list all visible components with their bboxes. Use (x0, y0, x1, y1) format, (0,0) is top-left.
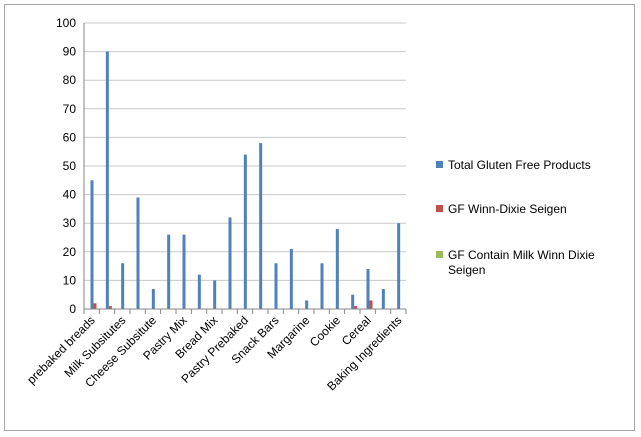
bar-series-1 (320, 263, 324, 309)
axes (83, 23, 407, 314)
bar-series-1 (105, 51, 109, 309)
bar-series-1 (305, 300, 309, 309)
bar-series-1 (366, 268, 370, 309)
bar-series-2 (354, 306, 358, 309)
chart-frame (4, 4, 635, 431)
y-tick-label: 80 (63, 73, 77, 87)
bar-series-1 (259, 143, 263, 309)
bar-series-1 (182, 234, 186, 309)
y-tick-label: 70 (63, 102, 77, 116)
bar-series-1 (289, 248, 293, 309)
legend-swatch (436, 251, 443, 258)
legend-label: GF Winn-Dixie Seigen (448, 202, 567, 216)
bar-series-1 (397, 223, 401, 309)
bars (90, 51, 401, 309)
bar-series-1 (335, 228, 339, 309)
bar-series-1 (213, 280, 217, 309)
y-tick-label: 0 (69, 302, 76, 316)
bar-series-1 (274, 263, 278, 309)
bar-series-1 (243, 154, 247, 309)
y-tick-label: 20 (63, 245, 77, 259)
bar-series-1 (90, 180, 94, 309)
bar-series-1 (351, 294, 355, 309)
y-tick-label: 50 (63, 159, 77, 173)
y-tick-label: 30 (63, 216, 77, 230)
bar-series-2 (108, 306, 112, 309)
bar-series-1 (228, 217, 232, 309)
legend-swatch (436, 205, 443, 212)
bar-series-2 (93, 303, 97, 309)
legend-label: Seigen (448, 263, 485, 277)
bar-series-1 (167, 234, 171, 309)
y-tick-label: 10 (63, 273, 77, 287)
y-tick-label: 60 (63, 130, 77, 144)
y-tick-label: 40 (63, 188, 77, 202)
legend: Total Gluten Free Products GF Winn-Dixie … (436, 158, 595, 277)
legend-label: GF Contain Milk Winn Dixie (448, 248, 595, 262)
y-tick-labels: 0 10 20 30 40 50 60 70 80 90 100 (56, 16, 76, 316)
bar-series-1 (136, 197, 140, 309)
bar-series-1 (197, 274, 201, 309)
legend-label: Total Gluten Free Products (448, 158, 591, 172)
bar-series-1 (381, 288, 385, 309)
bar-series-1 (121, 263, 125, 309)
bar-series-1 (151, 288, 155, 309)
bar-series-2 (369, 300, 373, 309)
legend-swatch (436, 161, 443, 168)
x-tick-label: Cookie (307, 313, 344, 350)
y-tick-label: 90 (63, 45, 77, 59)
y-tick-label: 100 (56, 16, 76, 30)
